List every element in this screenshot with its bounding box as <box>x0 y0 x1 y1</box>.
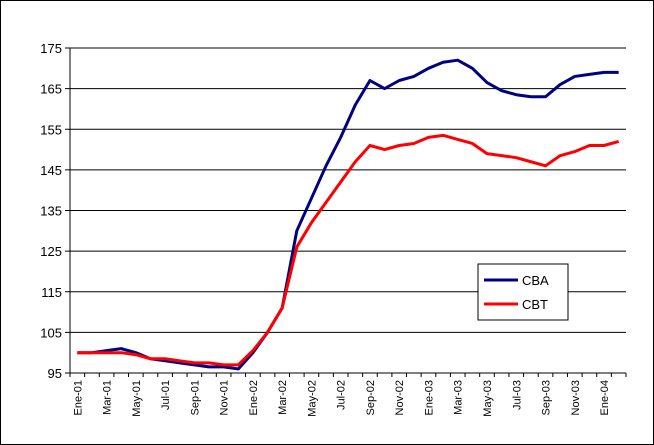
y-tick-label: 155 <box>40 122 62 137</box>
y-tick-label: 115 <box>41 285 62 300</box>
x-tick-label: Ene-01 <box>72 380 84 415</box>
x-tick-label: Nov-02 <box>394 380 406 415</box>
y-tick-label: 145 <box>40 163 62 178</box>
x-tick-label: Ene-03 <box>423 380 435 415</box>
x-tick-label: Nov-03 <box>570 380 582 415</box>
x-tick-label: Ene-02 <box>248 380 260 415</box>
x-tick-label: Sep-01 <box>189 380 201 415</box>
y-tick-label: 95 <box>48 366 62 381</box>
x-tick-label: Jul-02 <box>336 380 348 410</box>
legend-label: CBA <box>522 273 549 288</box>
y-tick-label: 175 <box>40 41 62 56</box>
x-tick-label: Jul-03 <box>511 380 523 410</box>
y-tick-label: 125 <box>40 244 62 259</box>
series-line <box>77 133 620 367</box>
y-tick-label: 165 <box>40 82 62 97</box>
y-tick-label: 135 <box>40 204 62 219</box>
legend-box <box>477 263 569 321</box>
x-tick-label: Mar-03 <box>453 380 465 415</box>
x-tick-label: Mar-01 <box>102 380 114 415</box>
y-tick-label: 105 <box>40 325 62 340</box>
x-tick-label: Mar-02 <box>277 380 289 415</box>
x-tick-label: Jul-01 <box>160 380 172 410</box>
legend-label: CBT <box>522 297 548 312</box>
x-tick-label: May-01 <box>131 380 143 417</box>
x-tick-label: Nov-01 <box>219 380 231 415</box>
x-tick-label: May-02 <box>306 380 318 417</box>
series-line <box>77 58 619 371</box>
x-tick-label: Sep-02 <box>365 380 377 415</box>
x-tick-label: May-03 <box>482 380 494 417</box>
x-tick-label: Ene-04 <box>599 380 611 415</box>
x-tick-label: Sep-03 <box>541 380 553 415</box>
